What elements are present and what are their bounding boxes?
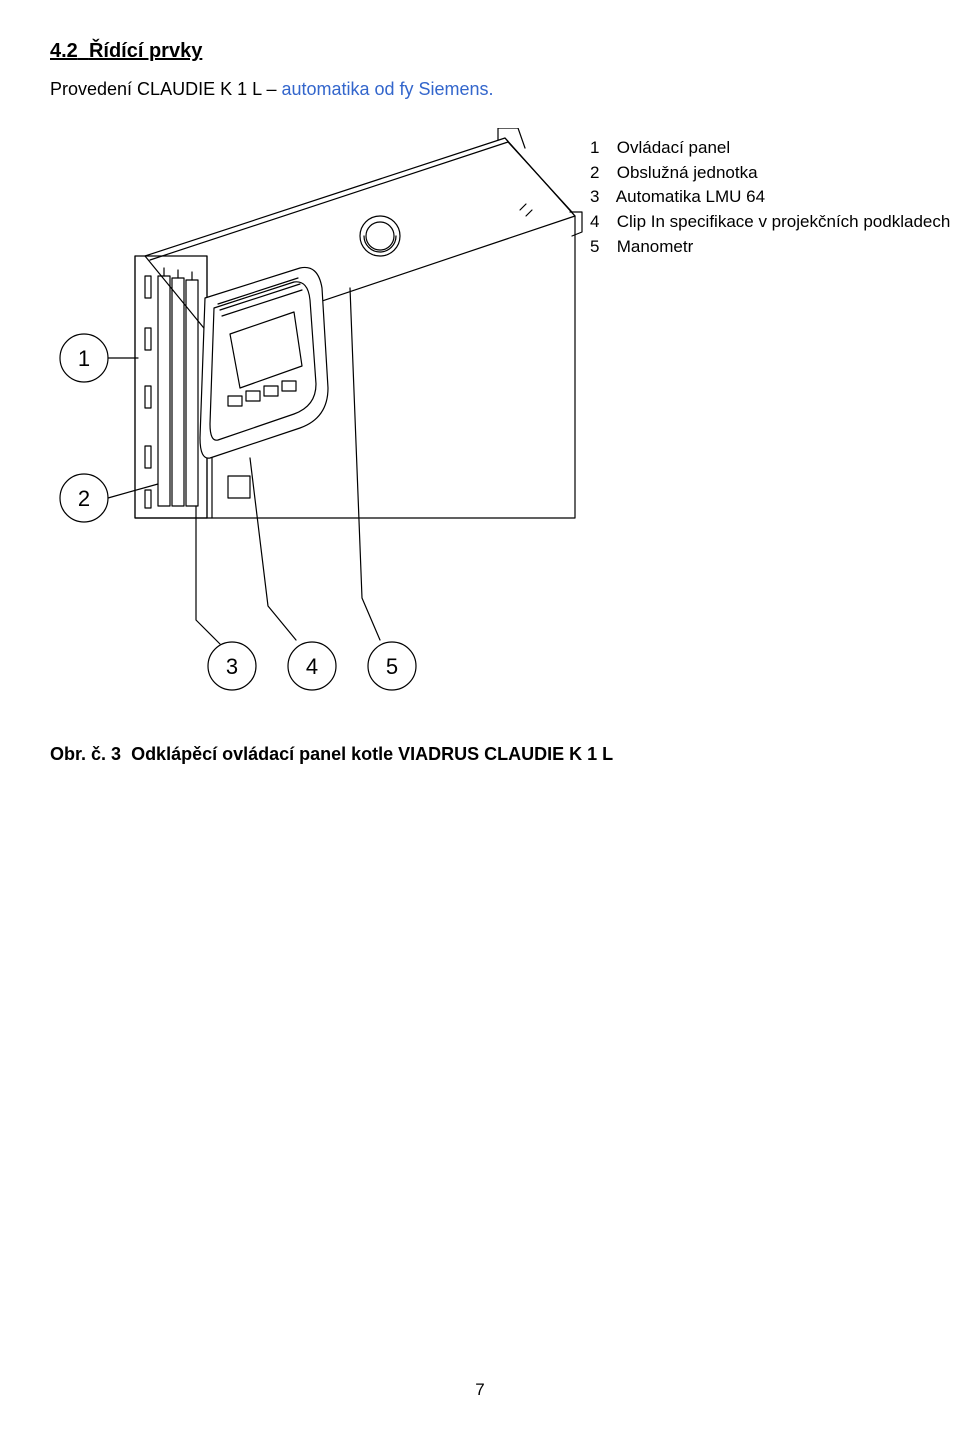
legend-num-1: 1 xyxy=(590,136,612,161)
control-unit xyxy=(200,267,328,458)
small-window xyxy=(228,476,250,498)
knob-inner xyxy=(366,222,394,250)
board-1 xyxy=(158,276,170,506)
legend: 1 Ovládací panel 2 Obslužná jednotka 3 A… xyxy=(590,136,950,259)
figure-caption: Obr. č. 3 Odklápěcí ovládací panel kotle… xyxy=(50,744,910,765)
legend-row-3: 3 Automatika LMU 64 xyxy=(590,185,950,210)
legend-num-5: 5 xyxy=(590,235,612,260)
hatch1 xyxy=(520,204,526,210)
slot-l2 xyxy=(145,328,151,350)
subtitle-prefix: Provedení CLAUDIE K 1 L – xyxy=(50,79,281,99)
legend-text-5: Manometr xyxy=(617,237,694,256)
section-title-text: Řídící prvky xyxy=(89,40,202,62)
caption-text: Odklápěcí ovládací panel kotle VIADRUS C… xyxy=(131,744,613,764)
leader-4 xyxy=(250,458,296,640)
legend-row-1: 1 Ovládací panel xyxy=(590,136,950,161)
section-number: 4.2 xyxy=(50,40,78,62)
slot-l5 xyxy=(145,490,151,508)
legend-text-3: Automatika LMU 64 xyxy=(616,187,765,206)
caption-prefix: Obr. č. 3 xyxy=(50,744,121,764)
legend-text-1: Ovládací panel xyxy=(617,138,730,157)
legend-row-2: 2 Obslužná jednotka xyxy=(590,161,950,186)
hatch2 xyxy=(526,210,532,216)
callout-4: 4 xyxy=(306,654,318,679)
legend-row-5: 5 Manometr xyxy=(590,235,950,260)
front-panel-outline xyxy=(135,216,575,518)
callout-5: 5 xyxy=(386,654,398,679)
legend-text-4: Clip In specifikace v projekčních podkla… xyxy=(617,212,951,231)
legend-num-4: 4 xyxy=(590,210,612,235)
leader-3 xyxy=(196,506,220,644)
legend-row-4: 4 Clip In specifikace v projekčních podk… xyxy=(590,210,950,235)
legend-num-2: 2 xyxy=(590,161,612,186)
page: 4.2 Řídící prvky Provedení CLAUDIE K 1 L… xyxy=(0,0,960,1440)
leader-5 xyxy=(350,288,380,640)
callout-2: 2 xyxy=(78,486,90,511)
callout-1: 1 xyxy=(78,346,90,371)
subtitle-blue: automatika od fy Siemens. xyxy=(281,79,493,99)
legend-num-3: 3 xyxy=(590,185,612,210)
front-panel-left xyxy=(135,256,207,518)
slot-l1 xyxy=(145,276,151,298)
legend-text-2: Obslužná jednotka xyxy=(617,163,758,182)
callout-3: 3 xyxy=(226,654,238,679)
slot-l3 xyxy=(145,386,151,408)
page-number: 7 xyxy=(0,1380,960,1400)
slot-l4 xyxy=(145,446,151,468)
board-2 xyxy=(172,278,184,506)
section-title: 4.2 Řídící prvky xyxy=(50,40,910,63)
right-bracket xyxy=(570,212,582,236)
section-subtitle: Provedení CLAUDIE K 1 L – automatika od … xyxy=(50,79,910,100)
figure-area: 1 2 3 4 5 1 Ovládací panel 2 Obslužná je… xyxy=(50,128,910,738)
